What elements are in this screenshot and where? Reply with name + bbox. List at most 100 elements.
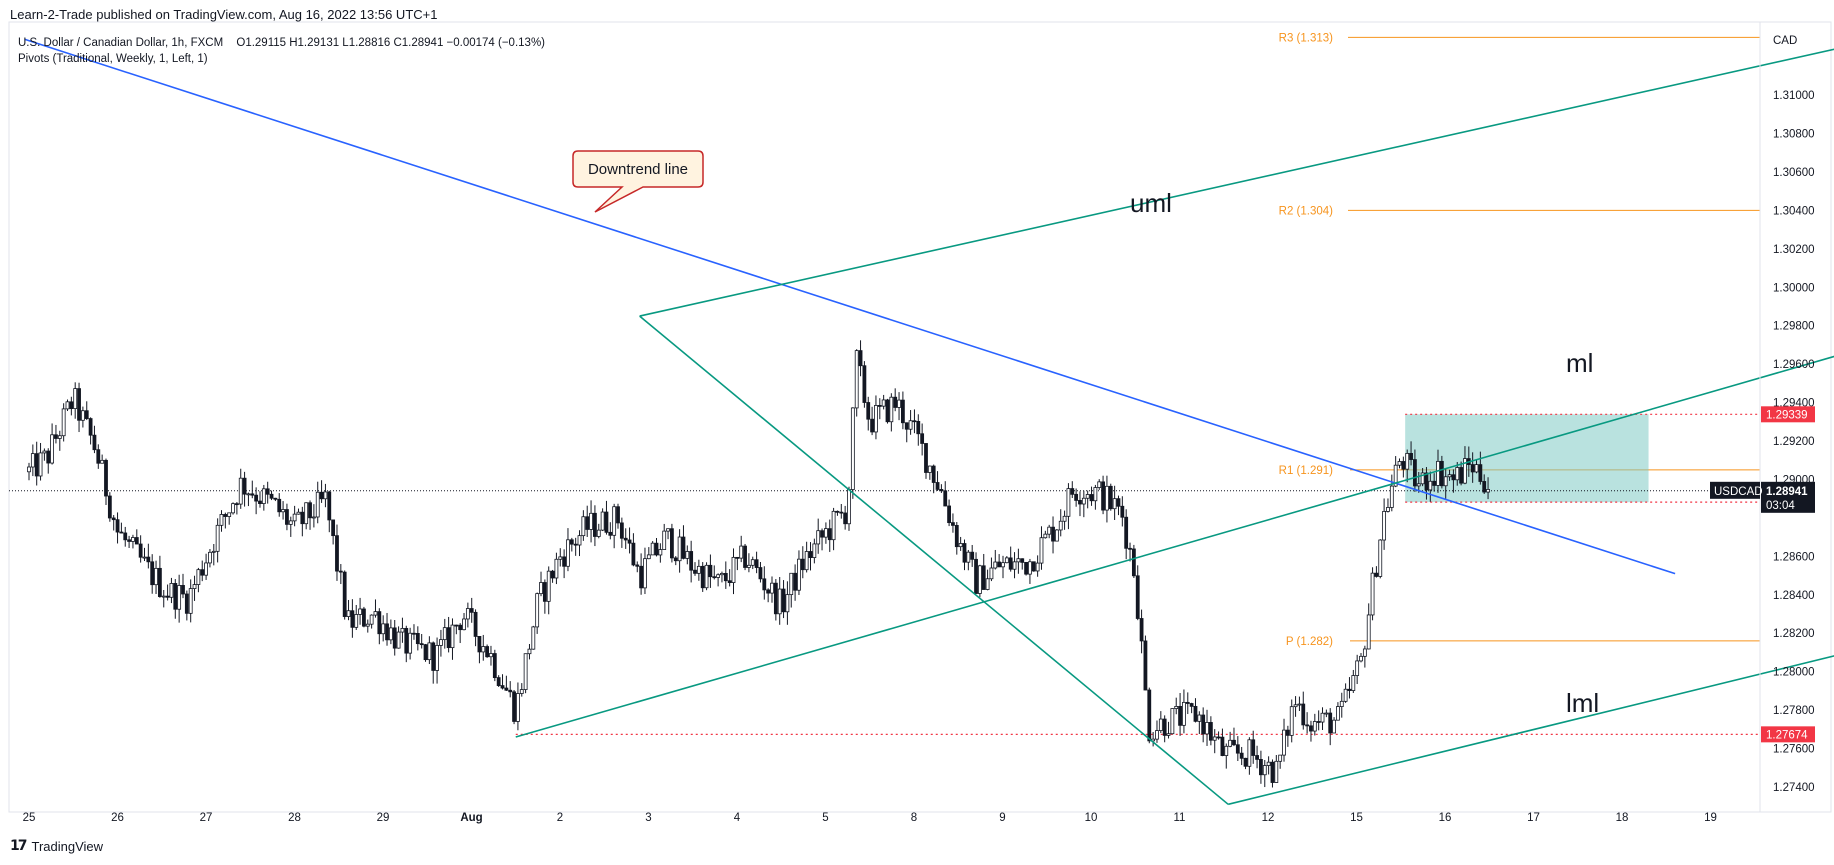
candle-body [820, 530, 824, 538]
candle-body [1147, 689, 1152, 742]
candle-body [731, 556, 736, 584]
candle-body [1131, 548, 1136, 577]
candle-body [581, 516, 586, 537]
candle-body [1174, 706, 1179, 709]
candle-body [1474, 464, 1479, 473]
x-tick-label: 11 [1174, 812, 1186, 824]
candle-body [604, 511, 609, 533]
candle-body [496, 677, 501, 686]
candle-body [150, 561, 155, 586]
candle-body [850, 407, 855, 490]
candle-body [739, 545, 744, 559]
candle-body [1016, 558, 1021, 563]
downtrend-line [24, 38, 1676, 575]
candle-body [458, 624, 463, 631]
candle-body [57, 435, 62, 439]
candle-body [650, 542, 655, 556]
candle-body [369, 614, 374, 625]
candle-body [1320, 712, 1325, 723]
candle-body [1405, 453, 1410, 470]
candle-body [912, 420, 917, 423]
candle-body [1285, 729, 1290, 736]
candle-body [662, 530, 667, 550]
x-tick-label: 25 [23, 812, 36, 824]
candle-body [107, 495, 112, 519]
candle-body [1020, 558, 1025, 563]
downtrend-callout[interactable]: Downtrend line [572, 150, 704, 213]
candle-body [1362, 648, 1367, 657]
candle-body [1482, 481, 1487, 493]
candle-body [69, 401, 74, 410]
candle-body [685, 551, 690, 559]
candle-body [439, 639, 443, 646]
candle-body [300, 511, 305, 525]
tradingview-footer[interactable]: 17 TradingView [10, 838, 103, 854]
candle-body [1193, 705, 1198, 722]
candles [27, 340, 1490, 788]
candle-body [38, 452, 43, 477]
candle-body [766, 589, 771, 594]
candle-body [338, 570, 343, 573]
candle-body [77, 388, 81, 421]
candle-body [504, 687, 509, 691]
candle-body [993, 561, 998, 569]
candle-body [304, 502, 309, 525]
indicator-legend: Pivots (Traditional, Weekly, 1, Left, 1) [18, 53, 208, 65]
candle-body [131, 537, 135, 542]
candle-body [881, 399, 886, 407]
candle-body [935, 482, 940, 490]
candle-body [812, 543, 817, 559]
candle-body [958, 543, 963, 548]
candle-body [473, 611, 478, 637]
candle-body [27, 466, 31, 473]
price-axis[interactable]: 1.31000 1.30800 1.30600 1.30400 1.30200 1.300… [1710, 22, 1815, 812]
candle-body [666, 528, 670, 532]
candle-body [1336, 706, 1340, 721]
time-axis[interactable]: 25 26 27 28 29 Aug 2 3 4 5 8 9 10 11 12 15 16 17 18 19 [23, 812, 1717, 824]
candle-body [1024, 561, 1028, 575]
candle-body [816, 530, 821, 545]
publisher-header: Learn-2-Trade published on TradingView.c… [10, 7, 438, 22]
candle-body [1235, 744, 1240, 754]
pitchfork-median-line [515, 355, 1834, 738]
candle-body [977, 565, 982, 594]
candle-body [758, 567, 763, 580]
candle-body [562, 556, 567, 567]
candle-body [981, 565, 986, 590]
candle-body [204, 562, 208, 576]
candle-body [1112, 498, 1117, 510]
candle-body [870, 418, 874, 433]
candle-body [1054, 529, 1059, 542]
x-tick-label: Aug [460, 812, 482, 824]
candle-body [285, 509, 289, 525]
candle-body [1197, 714, 1202, 722]
candle-body [1124, 516, 1129, 549]
candle-body [415, 633, 420, 645]
candle-body [1216, 736, 1221, 739]
y-tick-label: 1.27800 [1773, 705, 1815, 717]
drawn-trendlines[interactable] [24, 37, 1834, 806]
candle-body [1162, 718, 1167, 736]
candle-body [211, 550, 216, 553]
ml-label: ml [1566, 348, 1593, 378]
candle-body [997, 561, 1002, 568]
candle-body [1224, 745, 1229, 756]
x-tick-label: 4 [734, 812, 741, 824]
candle-body [1451, 474, 1456, 481]
candle-body [689, 551, 694, 571]
candle-body [412, 632, 416, 635]
candle-body [84, 410, 89, 419]
candle-body [1228, 739, 1233, 747]
candle-body [1293, 704, 1298, 708]
candle-body [743, 545, 747, 568]
candle-body [808, 551, 813, 559]
candle-body [781, 588, 786, 613]
candle-body [1085, 494, 1090, 499]
candle-body [1424, 472, 1429, 491]
y-tick-label: 1.29600 [1773, 359, 1815, 371]
candle-body [250, 493, 255, 496]
pivot-label: P (1.282) [1286, 636, 1333, 648]
candlestick-chart[interactable]: R3 (1.313)R2 (1.304)R1 (1.291)P (1.282) … [0, 0, 1834, 835]
candle-body [1189, 703, 1194, 707]
candle-body [115, 519, 120, 533]
